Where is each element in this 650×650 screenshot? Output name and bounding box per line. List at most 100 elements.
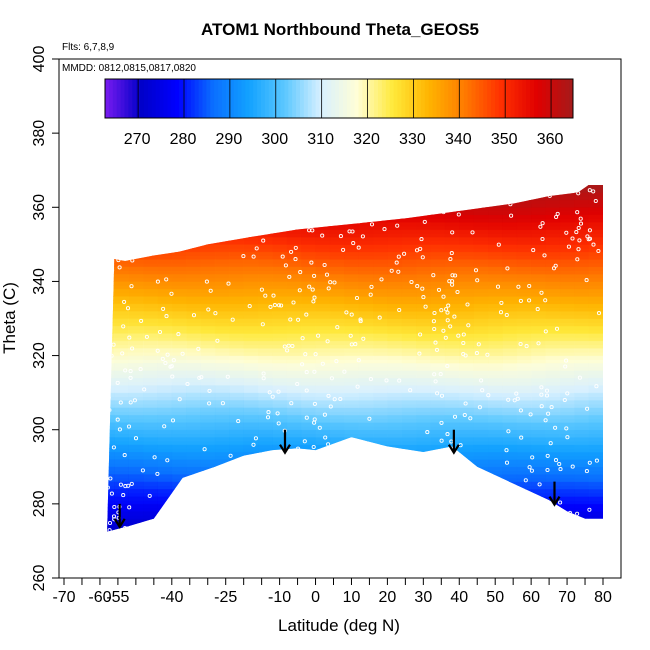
theta-cell [531, 370, 546, 379]
theta-cell [301, 214, 316, 223]
flight-point [439, 420, 444, 425]
flight-point [443, 186, 448, 191]
theta-cell [545, 222, 561, 230]
flight-point [468, 416, 473, 421]
theta-cell [344, 503, 359, 512]
colorbar-segment [179, 79, 184, 118]
theta-cell [358, 333, 374, 342]
flight-point [110, 268, 115, 273]
theta-cell [128, 318, 144, 327]
flight-point [176, 215, 181, 220]
flight-point [355, 384, 360, 389]
theta-cell [214, 207, 230, 215]
colorbar-segment [210, 79, 215, 118]
colorbar-segment [303, 79, 309, 118]
theta-cell [344, 303, 359, 312]
theta-cell [200, 370, 216, 379]
theta-cell [344, 296, 359, 304]
theta-cell [214, 244, 230, 253]
theta-cell [128, 244, 144, 253]
flight-point [496, 242, 501, 247]
theta-cell [459, 214, 474, 223]
theta-cell [358, 481, 374, 490]
flight-point [310, 287, 315, 292]
down-arrow-icon [447, 429, 460, 455]
theta-cell [588, 266, 604, 275]
flight-point [279, 303, 284, 308]
flight-point [425, 430, 430, 435]
theta-cell [373, 199, 388, 208]
theta-cell [373, 518, 388, 527]
theta-cell [545, 199, 561, 208]
theta-cell [559, 288, 575, 297]
flight-point [556, 185, 561, 189]
theta-cell [488, 333, 503, 342]
theta-cell [200, 274, 216, 282]
theta-cell [114, 185, 129, 193]
colorbar-segment [155, 79, 161, 118]
theta-cell [128, 503, 144, 512]
x-tick-label: 80 [594, 589, 612, 606]
colorbar-tick-label: 330 [399, 131, 426, 148]
theta-cell [229, 244, 244, 253]
theta-cell [444, 251, 460, 260]
theta-cell [114, 481, 129, 490]
theta-cell [387, 392, 403, 401]
flight-point [300, 362, 305, 367]
theta-cell [315, 214, 331, 223]
theta-cell [157, 214, 173, 223]
flight-point [483, 519, 488, 524]
theta-cell [157, 511, 173, 519]
flight-point [115, 213, 120, 218]
flight-point [519, 435, 524, 440]
theta-cell [545, 318, 561, 327]
flight-point [479, 378, 484, 383]
theta-cell [444, 192, 460, 201]
theta-cell [258, 348, 273, 356]
theta-cell [200, 325, 216, 334]
theta-cell [387, 266, 403, 275]
flight-point [262, 488, 267, 493]
theta-cell [416, 451, 431, 460]
theta-cell [128, 355, 144, 364]
theta-cell [430, 392, 446, 401]
theta-cell [373, 414, 388, 423]
flight-point [586, 237, 591, 242]
theta-cell [301, 274, 316, 282]
theta-cell [186, 437, 201, 445]
theta-cell [258, 429, 273, 438]
theta-cell [516, 274, 532, 282]
theta-cell [559, 214, 575, 223]
flight-point [418, 332, 423, 337]
theta-cell [315, 407, 331, 416]
flight-point [288, 317, 293, 322]
flight-point [324, 476, 329, 481]
theta-cell [171, 466, 187, 475]
theta-cell [301, 229, 316, 238]
theta-cell [459, 355, 474, 364]
colorbar-segment [549, 79, 554, 118]
theta-cell [516, 489, 532, 497]
theta-cell [301, 444, 316, 453]
flight-point [518, 408, 523, 413]
flight-point [118, 215, 123, 220]
theta-cell [344, 429, 359, 438]
flight-point [530, 455, 535, 460]
theta-cell [229, 185, 244, 193]
theta-cell [272, 281, 288, 290]
theta-cell [243, 474, 259, 482]
theta-cell [358, 348, 374, 356]
theta-cell [473, 392, 489, 401]
theta-cell [416, 444, 431, 453]
theta-cell [344, 385, 359, 393]
theta-band [107, 196, 603, 201]
theta-cell [344, 207, 359, 215]
flight-point [126, 424, 132, 429]
theta-cell [107, 296, 115, 304]
theta-cell [574, 348, 589, 356]
colorbar-segment [323, 79, 328, 118]
theta-cell [444, 466, 460, 475]
flight-point [369, 222, 375, 227]
theta-cell [143, 474, 158, 482]
theta-cell [387, 474, 403, 482]
